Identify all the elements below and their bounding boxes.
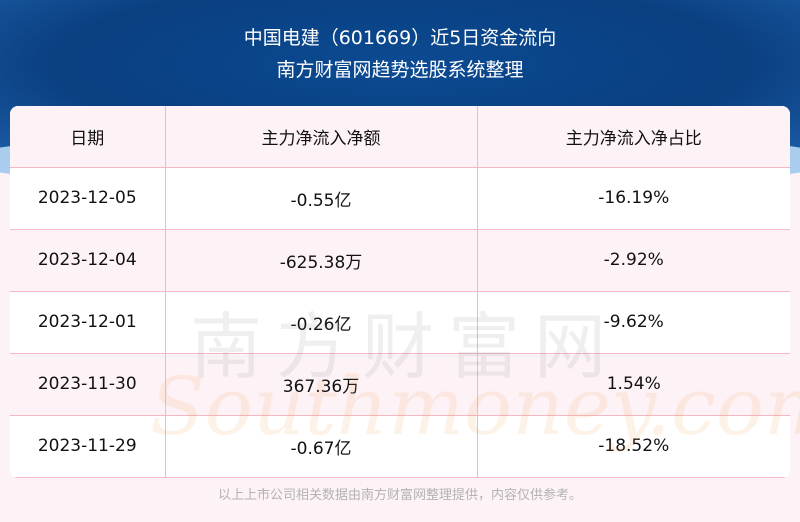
fund-flow-table: 日期 主力净流入净额 主力净流入净占比 2023-12-05 -0.55亿 -1… <box>10 106 790 478</box>
table-row: 2023-12-01 -0.26亿 -9.62% <box>10 290 790 354</box>
cell-date: 2023-12-05 <box>10 166 166 230</box>
cell-net-ratio: 1.54% <box>476 352 790 416</box>
table-row: 2023-11-30 367.36万 1.54% <box>10 352 790 416</box>
cell-date: 2023-11-29 <box>10 414 166 478</box>
cell-net-amount: 367.36万 <box>164 352 478 416</box>
cell-net-ratio: -2.92% <box>476 228 790 292</box>
subtitle-line: 南方财富网趋势选股系统整理 <box>276 59 524 81</box>
cell-date: 2023-12-04 <box>10 228 166 292</box>
cell-net-amount: -0.67亿 <box>164 414 478 478</box>
cell-net-amount: -625.38万 <box>164 228 478 292</box>
footer-disclaimer: 以上上市公司相关数据由南方财富网整理提供，内容仅供参考。 <box>217 488 582 503</box>
cell-net-ratio: -16.19% <box>476 166 790 230</box>
cell-net-amount: -0.26亿 <box>164 290 478 354</box>
title-line: 中国电建（601669）近5日资金流向 <box>243 27 557 49</box>
table-row: 2023-12-04 -625.38万 -2.92% <box>10 228 790 292</box>
page-title: 中国电建（601669）近5日资金流向 南方财富网趋势选股系统整理 <box>0 22 800 86</box>
column-header-date: 日期 <box>10 106 166 168</box>
table-row: 2023-12-05 -0.55亿 -16.19% <box>10 166 790 230</box>
cell-net-ratio: -9.62% <box>476 290 790 354</box>
cell-net-amount: -0.55亿 <box>164 166 478 230</box>
cell-date: 2023-12-01 <box>10 290 166 354</box>
cell-date: 2023-11-30 <box>10 352 166 416</box>
fund-flow-table-card: 日期 主力净流入净额 主力净流入净占比 2023-12-05 -0.55亿 -1… <box>10 106 790 478</box>
column-header-net-amount: 主力净流入净额 <box>164 106 478 168</box>
cell-net-ratio: -18.52% <box>476 414 790 478</box>
column-header-net-ratio: 主力净流入净占比 <box>476 106 790 168</box>
table-header: 日期 主力净流入净额 主力净流入净占比 <box>10 106 790 168</box>
table-row: 2023-11-29 -0.67亿 -18.52% <box>10 414 790 478</box>
